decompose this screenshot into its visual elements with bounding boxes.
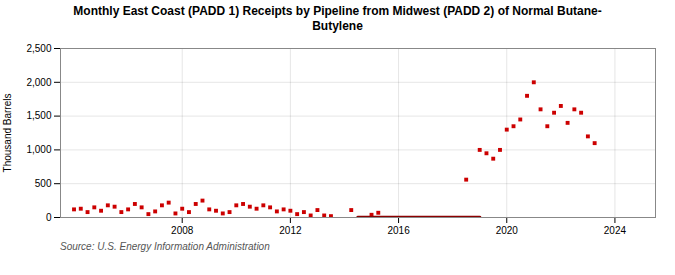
svg-text:2008: 2008 [171,225,194,236]
svg-text:Thousand Barrels: Thousand Barrels [2,94,13,173]
svg-text:0: 0 [46,212,52,223]
html-text:Source: U.S. Energy Informatio: Source: U.S. Energy Information Administ… [60,241,270,252]
svg-text:2012: 2012 [279,225,302,236]
svg-text:2024: 2024 [604,225,627,236]
html-text:Monthly East Coast (PADD 1) Re: Monthly East Coast (PADD 1) Receipts by … [73,4,602,33]
svg-text:1,500: 1,500 [26,110,51,121]
svg-text:2020: 2020 [496,225,519,236]
svg-text:1,000: 1,000 [26,144,51,155]
svg-text:2,500: 2,500 [26,43,51,54]
svg-text:2016: 2016 [387,225,410,236]
svg-text:2,000: 2,000 [26,77,51,88]
svg-text:500: 500 [35,178,52,189]
